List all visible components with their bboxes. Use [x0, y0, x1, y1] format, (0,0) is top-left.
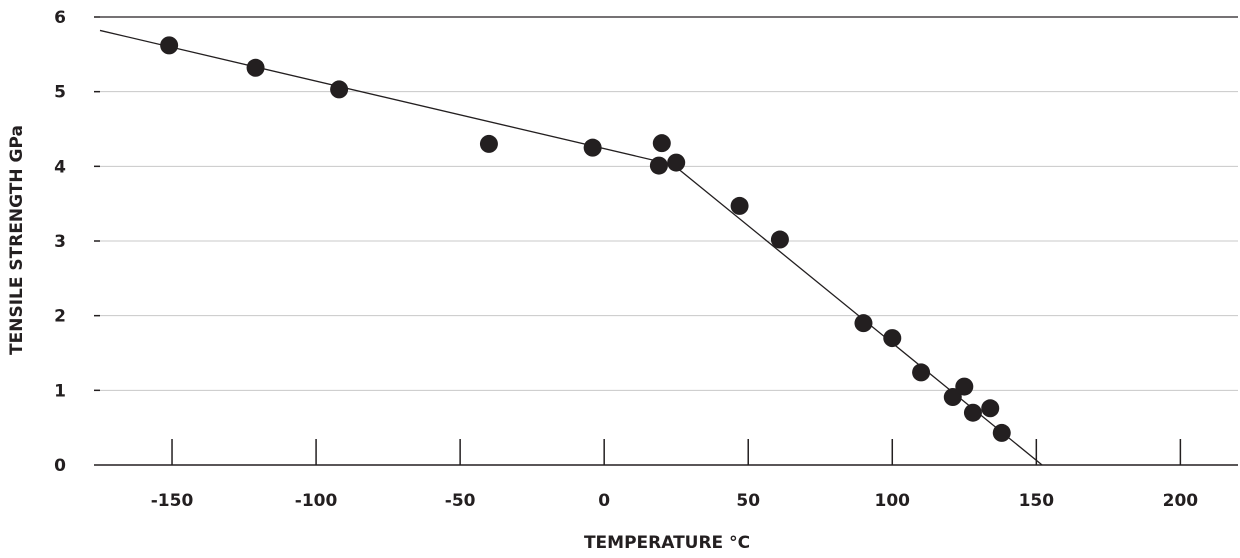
y-tick-label: 4 — [54, 157, 66, 177]
data-point — [667, 153, 686, 172]
x-tick-label: 100 — [875, 491, 911, 511]
tick-labels: 0 1 2 3 4 5 6 -150 -100 -50 0 50 100 150 200 — [54, 8, 1198, 511]
x-tick-label: 50 — [736, 491, 760, 511]
data-point — [652, 134, 671, 153]
data-point — [981, 399, 1000, 418]
grid-lines — [100, 16, 1238, 391]
data-point — [770, 230, 789, 249]
data-point — [955, 377, 974, 396]
data-point — [583, 138, 602, 157]
data-point — [330, 80, 349, 99]
x-tick-label: 0 — [598, 491, 610, 511]
x-tick-label: -100 — [295, 491, 338, 511]
data-point — [479, 134, 498, 153]
data-point — [730, 196, 749, 215]
y-tick-label: 6 — [54, 8, 66, 28]
data-point — [883, 329, 902, 348]
trend-line — [99, 29, 1043, 466]
y-tick-label: 5 — [54, 83, 66, 103]
data-point — [912, 363, 931, 382]
data-point — [992, 423, 1011, 442]
x-axis-title: TEMPERATURE °C — [584, 533, 750, 553]
axes — [94, 16, 1238, 466]
data-point — [246, 58, 265, 77]
x-tick-label: -150 — [151, 491, 194, 511]
trend-line-layer — [99, 29, 1043, 466]
y-tick-label: 2 — [54, 307, 66, 327]
data-point — [854, 314, 873, 333]
x-tick-label: 200 — [1163, 491, 1199, 511]
x-tick-label: -50 — [445, 491, 476, 511]
data-points — [160, 36, 1011, 442]
data-point — [160, 36, 179, 55]
data-point — [943, 388, 962, 407]
y-tick-label: 3 — [54, 232, 66, 252]
data-point — [649, 156, 668, 175]
y-tick-label: 1 — [54, 381, 66, 401]
data-point — [963, 403, 982, 422]
y-tick-label: 0 — [54, 456, 66, 476]
y-axis-title: TENSILE STRENGTH GPa — [7, 125, 27, 355]
x-tick-label: 150 — [1019, 491, 1055, 511]
